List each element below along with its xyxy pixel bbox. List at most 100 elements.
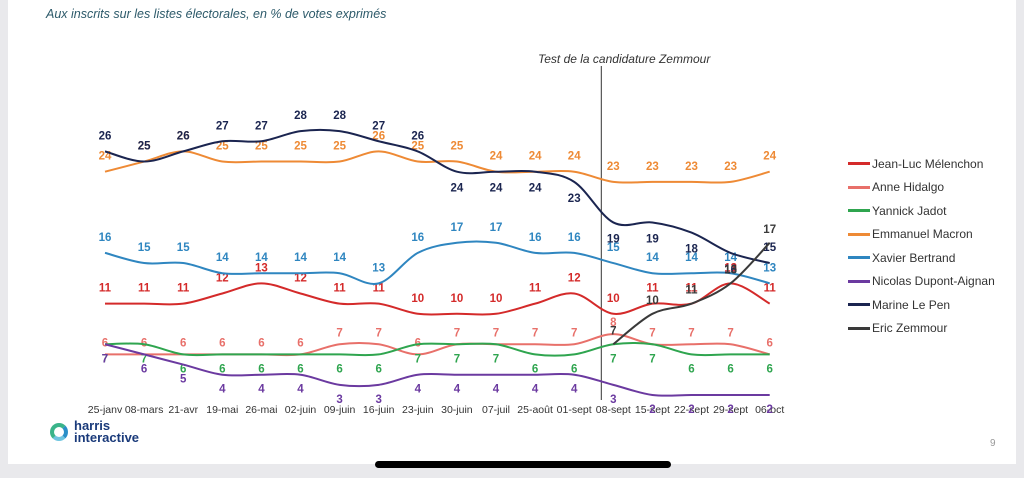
x-tick-label: 29-sept [713,404,748,416]
legend-label: Anne Hidalgo [872,180,945,195]
legend-swatch [848,232,870,236]
x-tick-label: 07-juil [482,404,510,416]
series-line-xavier-bertrand [104,240,770,285]
data-label: 25 [216,141,229,153]
data-label: 4 [297,384,304,396]
data-label: 14 [294,252,307,264]
legend-item: Yannick Jadot [848,199,995,223]
legend-item: Jean-Luc Mélenchon [848,152,995,176]
legend-item: Marine Le Pen [848,293,995,317]
data-label: 6 [766,363,772,375]
x-tick-label: 06-oct [755,404,784,416]
legend-swatch [848,326,870,330]
home-indicator[interactable] [375,461,671,468]
data-label: 11 [646,283,659,295]
data-label: 4 [571,384,578,396]
data-label: 25 [255,141,268,153]
data-label: 7 [649,353,655,365]
data-label: 17 [490,222,503,234]
data-label: 24 [99,151,112,163]
data-label: 7 [610,353,616,365]
data-label: 7 [727,327,733,339]
data-label: 6 [297,337,303,349]
data-label: 15 [177,242,190,254]
data-label: 26 [177,130,190,142]
data-label: 11 [334,283,347,295]
data-label: 6 [141,363,147,375]
data-label: 25 [138,141,151,153]
data-label: 7 [415,353,421,365]
data-label: 25 [294,141,307,153]
series-line-jean-luc-melenchon [104,282,771,316]
data-label: 3 [375,394,381,406]
data-label: 14 [685,252,698,264]
x-tick-label: 01-sept [557,404,592,416]
data-label: 2 [649,404,655,416]
x-tick-label: 02-juin [285,404,317,416]
data-label: 28 [294,110,307,122]
data-label: 6 [727,363,733,375]
data-label: 23 [685,161,698,173]
legend-label: Marine Le Pen [872,297,951,312]
data-label: 3 [610,394,616,406]
data-label: 16 [99,232,112,244]
legend-item: Anne Hidalgo [848,176,995,200]
data-label: 4 [415,384,422,396]
data-label: 4 [454,384,461,396]
slide: Aux inscrits sur les listes électorales,… [8,0,1016,464]
data-label: 23 [646,161,659,173]
series-line-nicolas-dupont-aignan [104,343,770,397]
logo-line1: harris [74,418,111,433]
data-label: 26 [99,130,112,142]
data-label: 11 [138,283,151,295]
data-label: 13 [724,262,737,274]
legend-item: Xavier Bertrand [848,246,995,270]
data-label: 17 [763,224,776,236]
legend-swatch [848,279,870,283]
data-label: 24 [529,183,542,195]
data-label: 11 [99,283,112,295]
data-label: 19 [646,233,659,245]
data-label: 24 [568,151,581,163]
data-label: 14 [646,252,659,264]
data-label: 16 [568,232,581,244]
harris-interactive-logo: harris interactive [50,418,139,444]
legend-swatch [848,303,870,307]
data-label: 5 [180,374,187,386]
series-line-yannick-jadot [104,341,770,357]
x-tick-label: 30-juin [441,404,473,416]
data-label: 27 [216,120,229,132]
series-line-eric-zemmour [612,242,771,346]
data-label: 2 [688,404,694,416]
data-label: 14 [255,252,268,264]
legend-label: Nicolas Dupont-Aignan [872,274,995,289]
data-label: 7 [102,353,108,365]
x-tick-label: 21-avr [168,404,198,416]
data-label: 14 [216,252,229,264]
data-label: 13 [372,262,385,274]
series-line-emmanuel-macron [104,150,770,184]
data-label: 10 [451,293,464,305]
data-label: 7 [688,327,694,339]
data-label: 13 [255,262,268,274]
data-label: 10 [490,293,503,305]
data-label: 6 [219,363,225,375]
data-label: 7 [532,327,538,339]
page-number: 9 [990,438,996,449]
data-label: 24 [529,151,542,163]
data-label: 6 [180,337,186,349]
data-label: 27 [372,120,385,132]
data-label: 6 [180,363,186,375]
data-label: 11 [373,283,386,295]
data-label: 3 [336,394,342,406]
data-label: 11 [764,283,777,295]
data-label: 12 [568,273,581,285]
data-label: 6 [688,363,694,375]
data-label: 7 [493,327,499,339]
data-label: 24 [763,151,776,163]
data-label: 7 [336,327,342,339]
legend-item: Emmanuel Macron [848,223,995,247]
data-label: 15 [607,242,620,254]
x-tick-label: 16-juin [363,404,395,416]
